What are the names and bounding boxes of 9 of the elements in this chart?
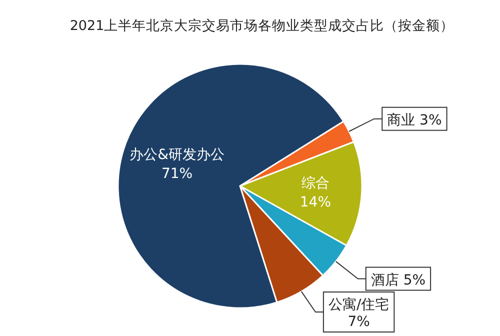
- slice-label: 商业 3%: [387, 112, 442, 128]
- slice-label: 酒店 5%: [370, 272, 426, 288]
- data-label: 71%: [161, 166, 193, 182]
- data-label: 14%: [300, 194, 332, 210]
- slice-label: 办公&研发办公: [130, 146, 224, 163]
- chart-title: 2021上半年北京大宗交易市场各物业类型成交占比（按金额）: [70, 18, 454, 34]
- slice-label: 综合: [301, 175, 330, 192]
- slice-label: 公寓/住宅: [328, 297, 390, 313]
- data-label: 7%: [348, 314, 370, 330]
